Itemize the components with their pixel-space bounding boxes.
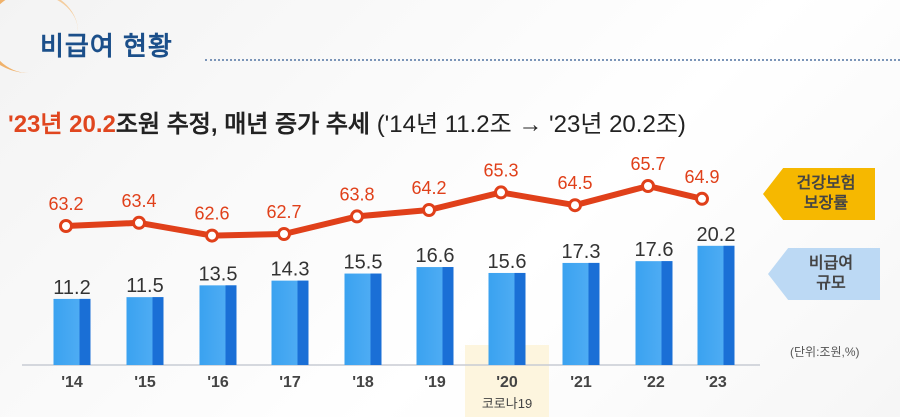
legend-bar-label-2: 규모 [816,275,846,292]
legend-line-label-2: 보장률 [803,195,849,212]
legend-bar-label-1: 비급여 [808,255,854,272]
x-tick-label: '23 [705,374,727,391]
bar-value-label: 17.3 [562,241,601,263]
line-value-label: 62.7 [266,202,301,222]
bar-value-label: 15.6 [488,251,527,273]
bar-shade [370,273,382,365]
line-point [132,215,146,230]
bar-shade [588,262,600,365]
subtitle-highlight: '23년 20.2 [8,111,116,138]
line-value-label: 63.2 [48,194,83,214]
x-tick-label: '19 [424,374,446,391]
x-tick-label: '21 [570,374,592,391]
coverage-line [65,183,703,239]
subtitle-main: 조원 추정, 매년 증가 추세 [115,111,371,138]
subtitle: '23년 20.2조원 추정, 매년 증가 추세 ('14년 11.2조 → '… [8,104,686,139]
line-value-label: 64.5 [557,173,592,193]
line-value-label: 64.9 [684,167,719,187]
bar-shade [661,261,673,365]
line-point [695,191,709,206]
line-value-label: 64.2 [411,178,446,198]
bar-value-label: 15.5 [344,252,383,274]
annotation-label: 코로나19 [482,396,532,411]
bar-value-label: 17.6 [635,239,674,261]
line-point [59,219,73,233]
bar-value-label: 14.3 [271,259,310,281]
line-value-label: 62.6 [194,204,229,224]
x-tick-label: '15 [134,374,156,391]
bar-shade [79,298,91,365]
line-point [568,198,582,213]
line-value-label: 63.8 [339,184,374,204]
x-tick-label: '18 [352,374,374,391]
legend-line-label-1: 건강보험 [796,175,856,192]
line-point [205,228,219,243]
line-point [641,179,655,193]
subtitle-paren: ('14년 11.2조 → '23년 20.2조) [376,111,686,138]
bar-shade [152,297,164,365]
line-value-label: 63.4 [121,191,156,211]
bar-value-label: 20.2 [697,224,736,246]
line-point [494,185,508,200]
bar-value-label: 13.5 [199,263,238,285]
x-tick-label: '16 [207,374,229,391]
bar-value-label: 16.6 [416,245,455,267]
line-point [350,209,364,224]
bar-shade [514,272,526,365]
bar-shade [297,280,309,365]
line-value-label: 65.7 [630,154,665,174]
bar-shade [225,285,237,365]
bar-shade [442,267,454,365]
line-value-label: 65.3 [483,160,518,180]
line-point [277,227,291,241]
page-title: 비급여 현황 [40,31,173,61]
x-tick-label: '14 [61,374,83,391]
x-tick-label: '20 [496,374,518,391]
bar-value-label: 11.2 [53,277,90,299]
title-divider [205,59,900,61]
x-tick-label: '17 [279,374,301,391]
bar-value-label: 11.5 [126,275,163,297]
x-tick-label: '22 [643,374,665,391]
bar-shade [723,245,735,365]
line-point [422,203,436,217]
unit-note: (단위:조원,%) [790,345,860,359]
